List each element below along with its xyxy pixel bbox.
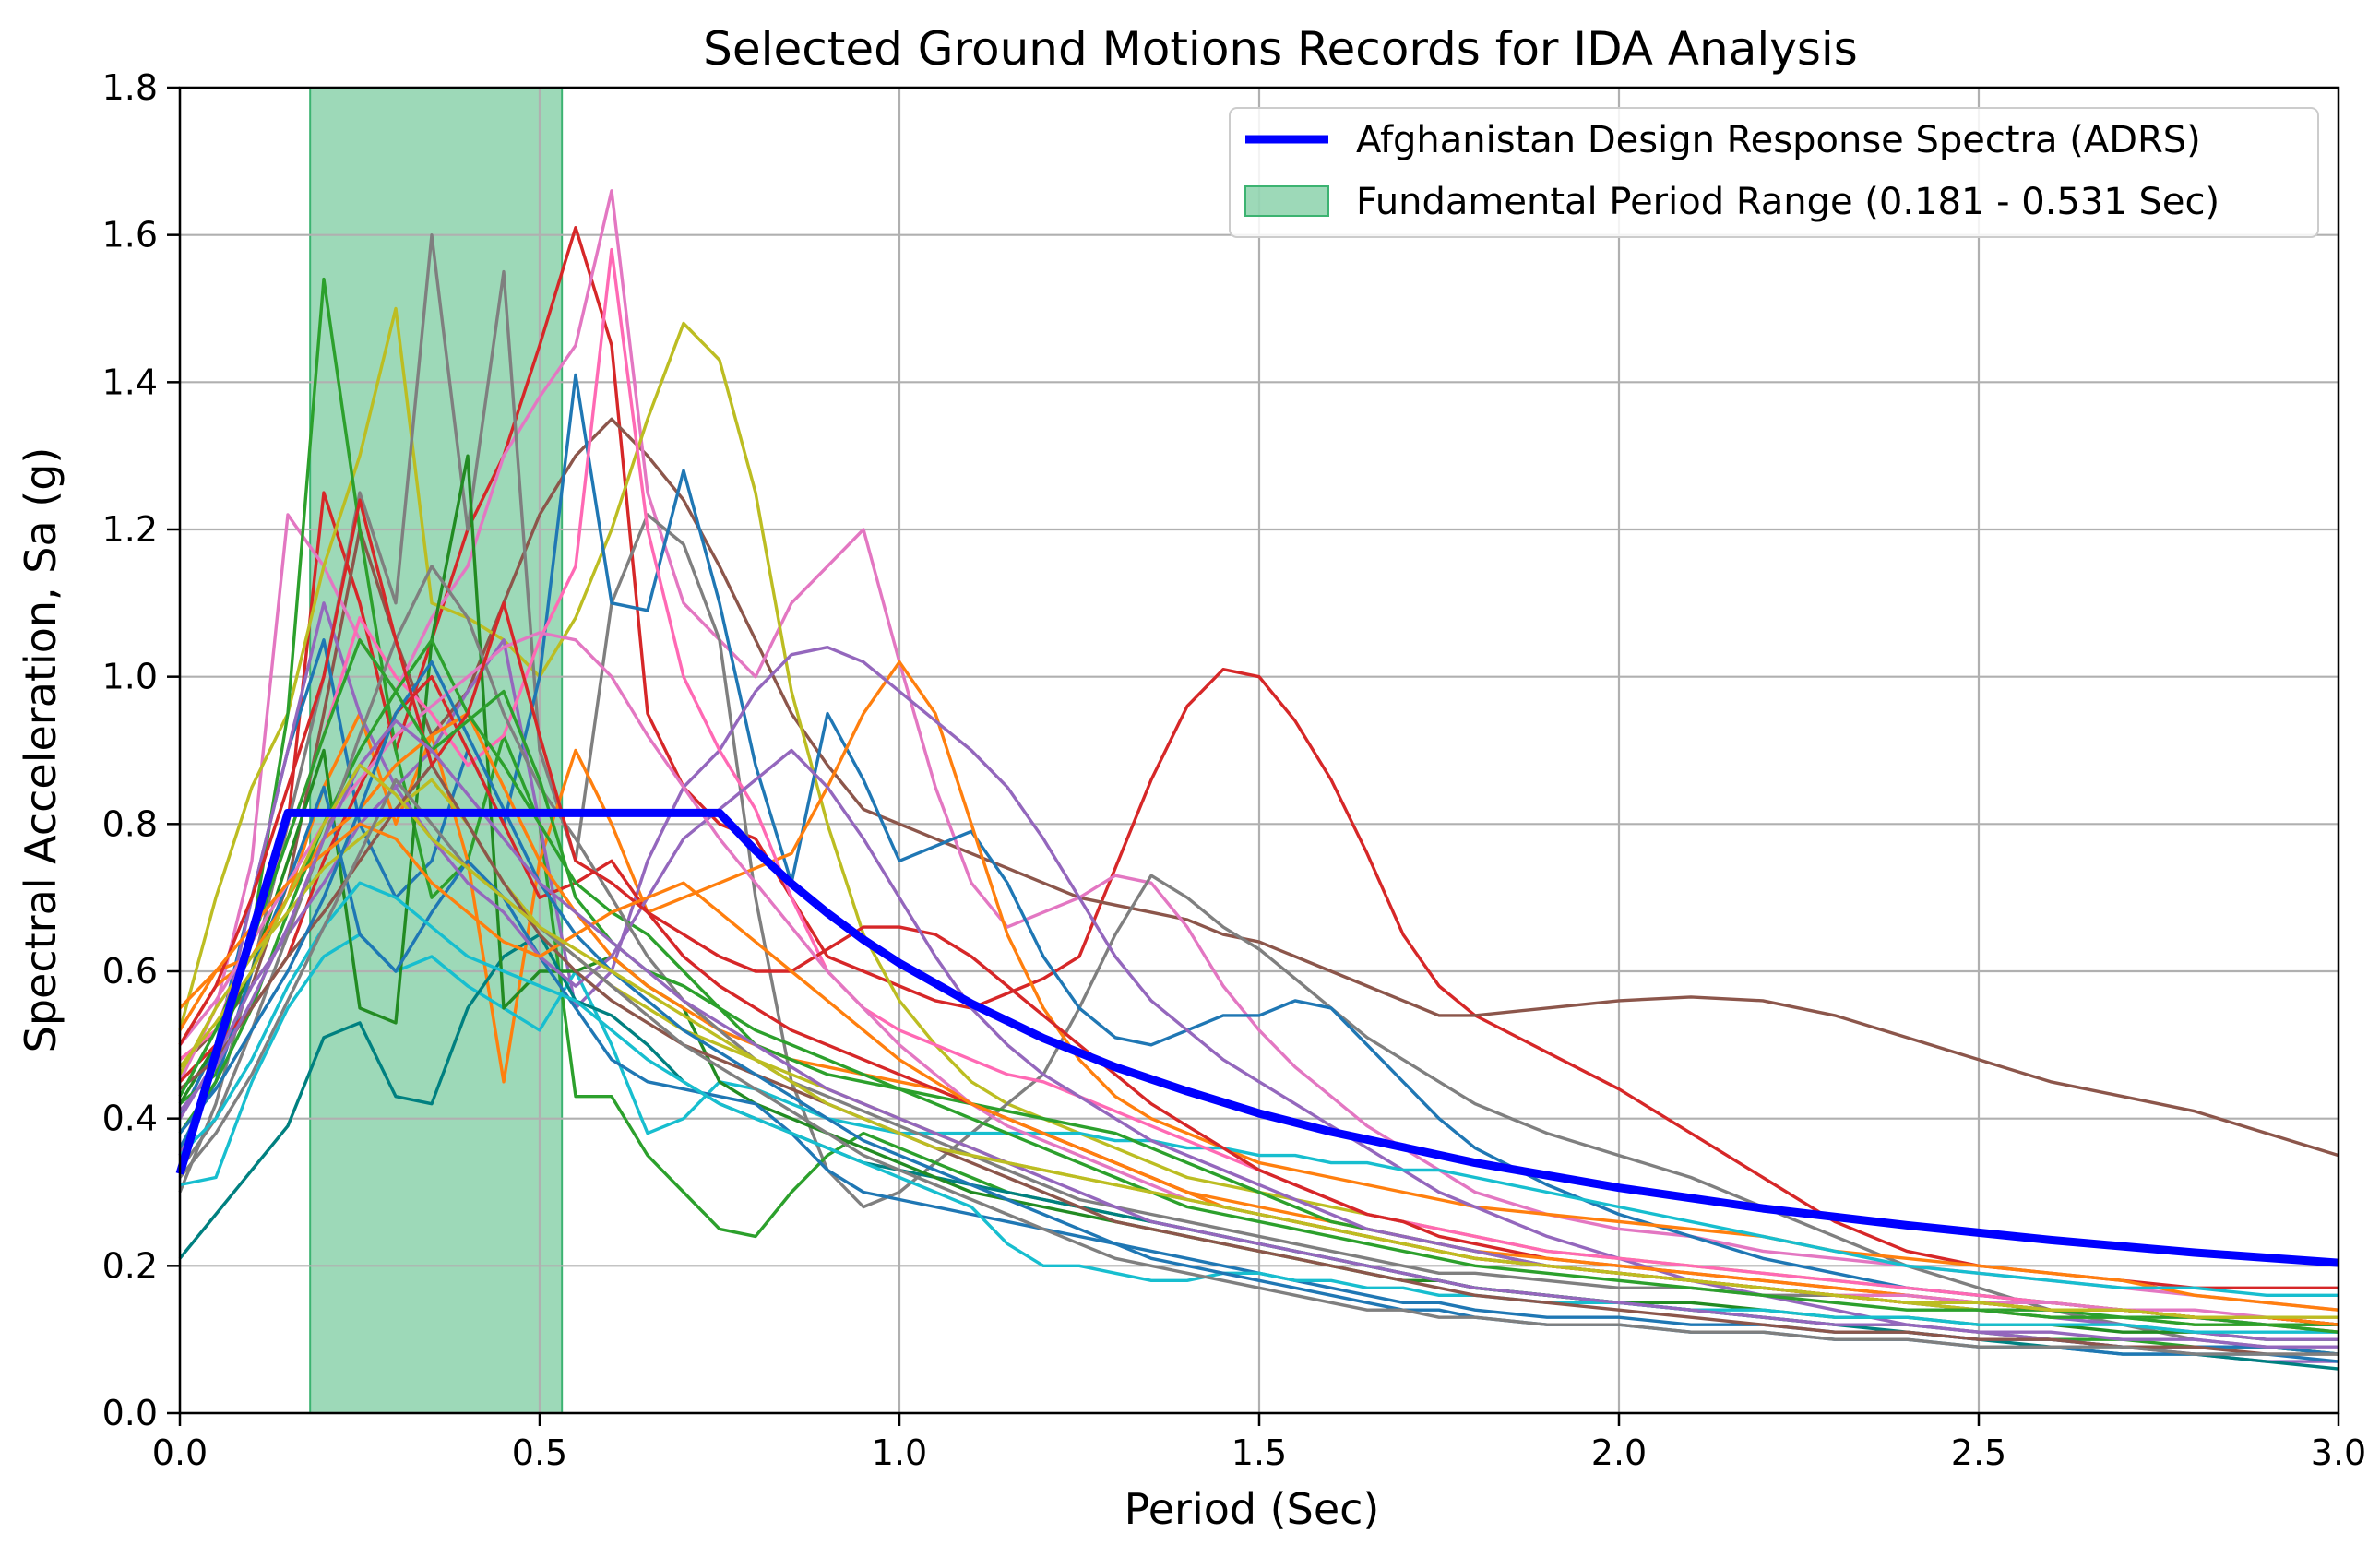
y-tick-label: 0.0 bbox=[102, 1393, 158, 1433]
legend-patch-swatch bbox=[1244, 185, 1329, 217]
series-line-gm26 bbox=[178, 638, 2339, 1334]
design-spectrum-line bbox=[175, 808, 2339, 1267]
series-line-gm21 bbox=[178, 881, 2338, 1334]
y-axis-title: Spectral Acceleration, Sa (g) bbox=[16, 447, 65, 1053]
series-line-gm29 bbox=[178, 719, 2338, 1349]
y-axis: 0.0 0.2 0.4 0.6 0.8 1.0 1.2 1.4 1.6 1.8 bbox=[102, 67, 180, 1433]
x-tick-label: 2.5 bbox=[1951, 1432, 2006, 1473]
legend-box bbox=[1229, 107, 2319, 238]
series-line-gm23 bbox=[178, 763, 2338, 1356]
x-axis-title: Period (Sec) bbox=[1125, 1484, 1380, 1534]
y-tick-label: 1.0 bbox=[102, 657, 158, 697]
x-tick-label: 0.0 bbox=[152, 1432, 208, 1473]
legend-label-period-range: Fundamental Period Range (0.181 - 0.531 … bbox=[1356, 181, 2219, 223]
x-tick-label: 3.0 bbox=[2311, 1432, 2366, 1473]
y-tick-label: 0.6 bbox=[102, 951, 158, 992]
x-tick-label: 0.5 bbox=[512, 1432, 567, 1473]
y-tick-label: 0.2 bbox=[102, 1245, 158, 1286]
y-tick-label: 0.8 bbox=[102, 803, 158, 844]
series-line-gm03 bbox=[178, 189, 2339, 1312]
x-axis: 0.0 0.5 1.0 1.5 2.0 2.5 3.0 bbox=[152, 1413, 2366, 1473]
x-tick-label: 1.0 bbox=[872, 1432, 927, 1473]
y-tick-label: 0.4 bbox=[102, 1099, 158, 1139]
chart-title: Selected Ground Motions Records for IDA … bbox=[703, 22, 1858, 76]
series-line-gm30 bbox=[178, 763, 2338, 1319]
y-tick-label: 1.6 bbox=[102, 215, 158, 256]
legend: Afghanistan Design Response Spectra (ADR… bbox=[1229, 107, 2319, 238]
legend-label-adrs: Afghanistan Design Response Spectra (ADR… bbox=[1356, 119, 2201, 161]
series-layer bbox=[178, 189, 2339, 1371]
series-line-gm13 bbox=[178, 247, 2339, 1334]
y-tick-label: 1.4 bbox=[102, 362, 158, 402]
y-tick-label: 1.8 bbox=[102, 67, 158, 108]
y-tick-label: 1.2 bbox=[102, 509, 158, 550]
x-tick-label: 2.0 bbox=[1591, 1432, 1647, 1473]
x-tick-label: 1.5 bbox=[1232, 1432, 1287, 1473]
